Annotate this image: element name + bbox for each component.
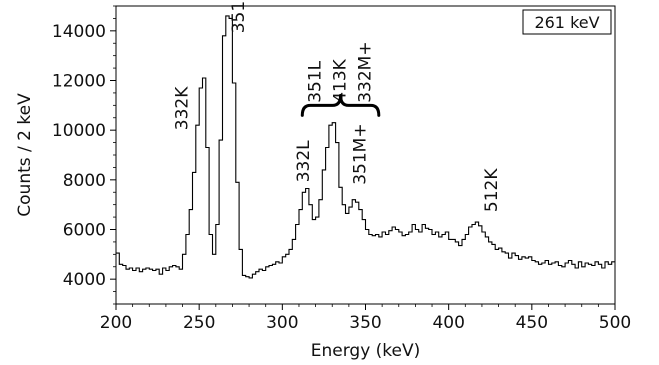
y-tick-label: 14000 (52, 22, 106, 42)
x-tick-label: 200 (100, 313, 132, 333)
spectrum-line (116, 15, 615, 279)
grouping-brace (300, 93, 381, 117)
y-tick-label: 12000 (52, 72, 106, 92)
y-tick-label: 6000 (63, 221, 106, 241)
peak-label: 332L (294, 140, 314, 182)
x-tick-label: 400 (432, 313, 464, 333)
energy-label: 261 keV (534, 13, 599, 32)
y-tick-label: 4000 (63, 270, 106, 290)
peak-label: 332M+ (356, 41, 376, 102)
peak-label: 351M+ (351, 123, 371, 184)
peak-label: 351K (229, 0, 249, 33)
y-tick-label: 10000 (52, 121, 106, 141)
plot-frame (115, 5, 616, 305)
y-tick-label: 8000 (63, 171, 106, 191)
x-tick-label: 250 (183, 313, 215, 333)
x-tick-label: 450 (516, 313, 548, 333)
energy-label-box (522, 9, 612, 35)
peak-annotations: 332K 351K 332L 351M+ 351L 413K 332M+ 512K (173, 0, 502, 212)
x-tick-label: 300 (266, 313, 298, 333)
peak-label: 413K (331, 58, 351, 102)
peak-label: 512K (482, 168, 502, 212)
peak-label: 332K (173, 86, 193, 130)
y-axis-title: Counts / 2 keV (15, 93, 35, 217)
peak-label: 351L (306, 60, 326, 102)
x-axis-title: Energy (keV) (311, 341, 421, 361)
x-tick-label: 500 (599, 313, 631, 333)
tick-labels: 200 250 300 350 400 450 500 4000 6000 8000 10000 12… (52, 22, 631, 333)
x-tick-label: 350 (349, 313, 381, 333)
